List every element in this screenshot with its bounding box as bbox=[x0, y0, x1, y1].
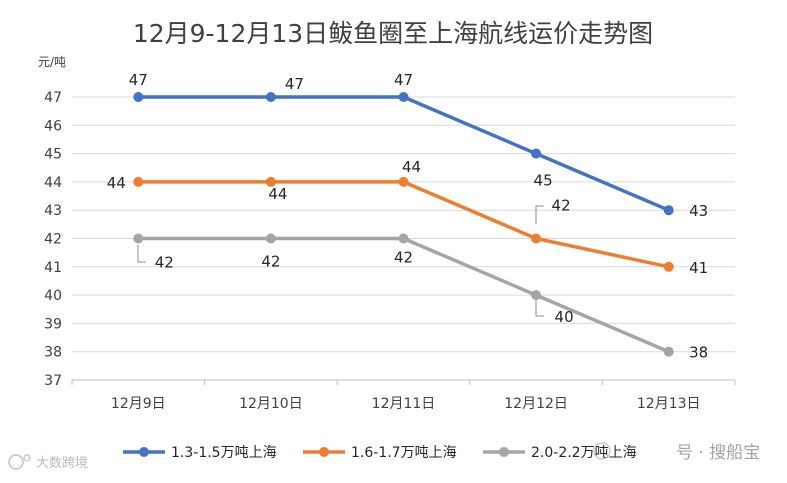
x-tick-labels: 12月9日 12月10日 12月11日 12月12日 12月13日 bbox=[111, 396, 701, 412]
y-tick-label: 46 bbox=[44, 118, 62, 134]
data-label: 44 bbox=[107, 174, 126, 192]
data-label: 42 bbox=[552, 197, 571, 215]
data-label: 40 bbox=[555, 308, 574, 326]
legend-label: 1.6-1.7万吨上海 bbox=[351, 445, 457, 461]
legend-item-0: 1.3-1.5万吨上海 bbox=[123, 445, 277, 461]
watermark-left: 大数跨境 bbox=[8, 454, 88, 471]
data-point bbox=[133, 233, 144, 244]
data-label-leader bbox=[535, 205, 544, 224]
legend-item-2: 2.0-2.2万吨上海 bbox=[483, 445, 637, 461]
data-label-leader bbox=[535, 300, 544, 317]
data-label: 47 bbox=[129, 71, 148, 89]
legend-item-1: 1.6-1.7万吨上海 bbox=[303, 445, 457, 461]
series-0: 47 47 47 45 43 bbox=[129, 71, 708, 220]
y-tick-label: 42 bbox=[44, 232, 62, 248]
chart-title: 12月9-12月13日鲅鱼圈至上海航线运价走势图 bbox=[133, 19, 653, 48]
watermark-logo-dot-icon bbox=[23, 454, 31, 462]
y-tick-label: 38 bbox=[44, 345, 62, 361]
data-point bbox=[265, 92, 276, 102]
data-point bbox=[133, 92, 144, 102]
data-point bbox=[663, 205, 674, 216]
watermark-right-text: 号 · 搜船宝 bbox=[676, 443, 760, 463]
data-label: 47 bbox=[394, 71, 413, 89]
y-tick-label: 41 bbox=[44, 260, 62, 276]
data-point bbox=[133, 176, 144, 187]
data-point bbox=[398, 176, 409, 187]
series-group: 47 47 47 45 43 44 44 44 42 41 42 42 42 40 38 bbox=[107, 71, 708, 362]
y-tick-label: 44 bbox=[44, 175, 62, 191]
data-label: 47 bbox=[285, 75, 304, 93]
data-label: 44 bbox=[268, 185, 287, 203]
data-label: 38 bbox=[689, 344, 708, 362]
y-tick-label: 47 bbox=[44, 90, 62, 106]
watermark-right: 号 · 搜船宝 bbox=[593, 442, 760, 463]
x-tick-label: 12月13日 bbox=[637, 396, 701, 412]
x-tick-label: 12月12日 bbox=[504, 396, 568, 412]
data-point bbox=[663, 261, 674, 272]
data-label: 44 bbox=[402, 158, 421, 176]
x-tick-label: 12月11日 bbox=[372, 396, 436, 412]
data-point bbox=[398, 92, 409, 102]
y-tick-label: 40 bbox=[44, 288, 62, 304]
data-point bbox=[531, 290, 542, 301]
watermark-logo-icon bbox=[8, 454, 24, 470]
legend-label: 1.3-1.5万吨上海 bbox=[171, 445, 277, 461]
x-tick-label: 12月10日 bbox=[239, 396, 303, 412]
legend-label: 2.0-2.2万吨上海 bbox=[531, 445, 637, 461]
y-tick-label: 39 bbox=[44, 316, 62, 332]
data-label: 42 bbox=[155, 254, 174, 272]
watermark-wechat-icon bbox=[593, 442, 611, 460]
y-tick-label: 43 bbox=[44, 203, 62, 219]
legend-swatch-marker bbox=[139, 447, 149, 457]
series-2: 42 42 42 40 38 bbox=[133, 233, 708, 362]
y-tick-labels: 37 38 39 40 41 42 43 44 45 46 47 bbox=[44, 90, 62, 389]
legend-swatch-marker bbox=[319, 447, 329, 457]
y-axis-unit-label: 元/吨 bbox=[38, 55, 66, 69]
series-1: 44 44 44 42 41 bbox=[107, 158, 708, 277]
data-point bbox=[265, 176, 276, 187]
y-tick-label: 37 bbox=[44, 373, 62, 389]
y-tick-label: 45 bbox=[44, 147, 62, 163]
data-point bbox=[398, 233, 409, 244]
data-point bbox=[531, 233, 542, 244]
data-point bbox=[531, 148, 542, 159]
data-label: 42 bbox=[394, 249, 413, 267]
data-label: 41 bbox=[689, 259, 708, 277]
data-label: 45 bbox=[534, 172, 553, 190]
x-tick-label: 12月9日 bbox=[111, 396, 166, 412]
legend-swatch-marker bbox=[499, 447, 509, 457]
data-point bbox=[265, 233, 276, 244]
legend: 1.3-1.5万吨上海 1.6-1.7万吨上海 2.0-2.2万吨上海 bbox=[123, 445, 637, 461]
data-label: 42 bbox=[261, 253, 280, 271]
watermark-left-text: 大数跨境 bbox=[36, 456, 88, 471]
data-point bbox=[663, 346, 674, 357]
data-label-leader bbox=[137, 245, 146, 263]
data-label: 43 bbox=[689, 202, 708, 220]
